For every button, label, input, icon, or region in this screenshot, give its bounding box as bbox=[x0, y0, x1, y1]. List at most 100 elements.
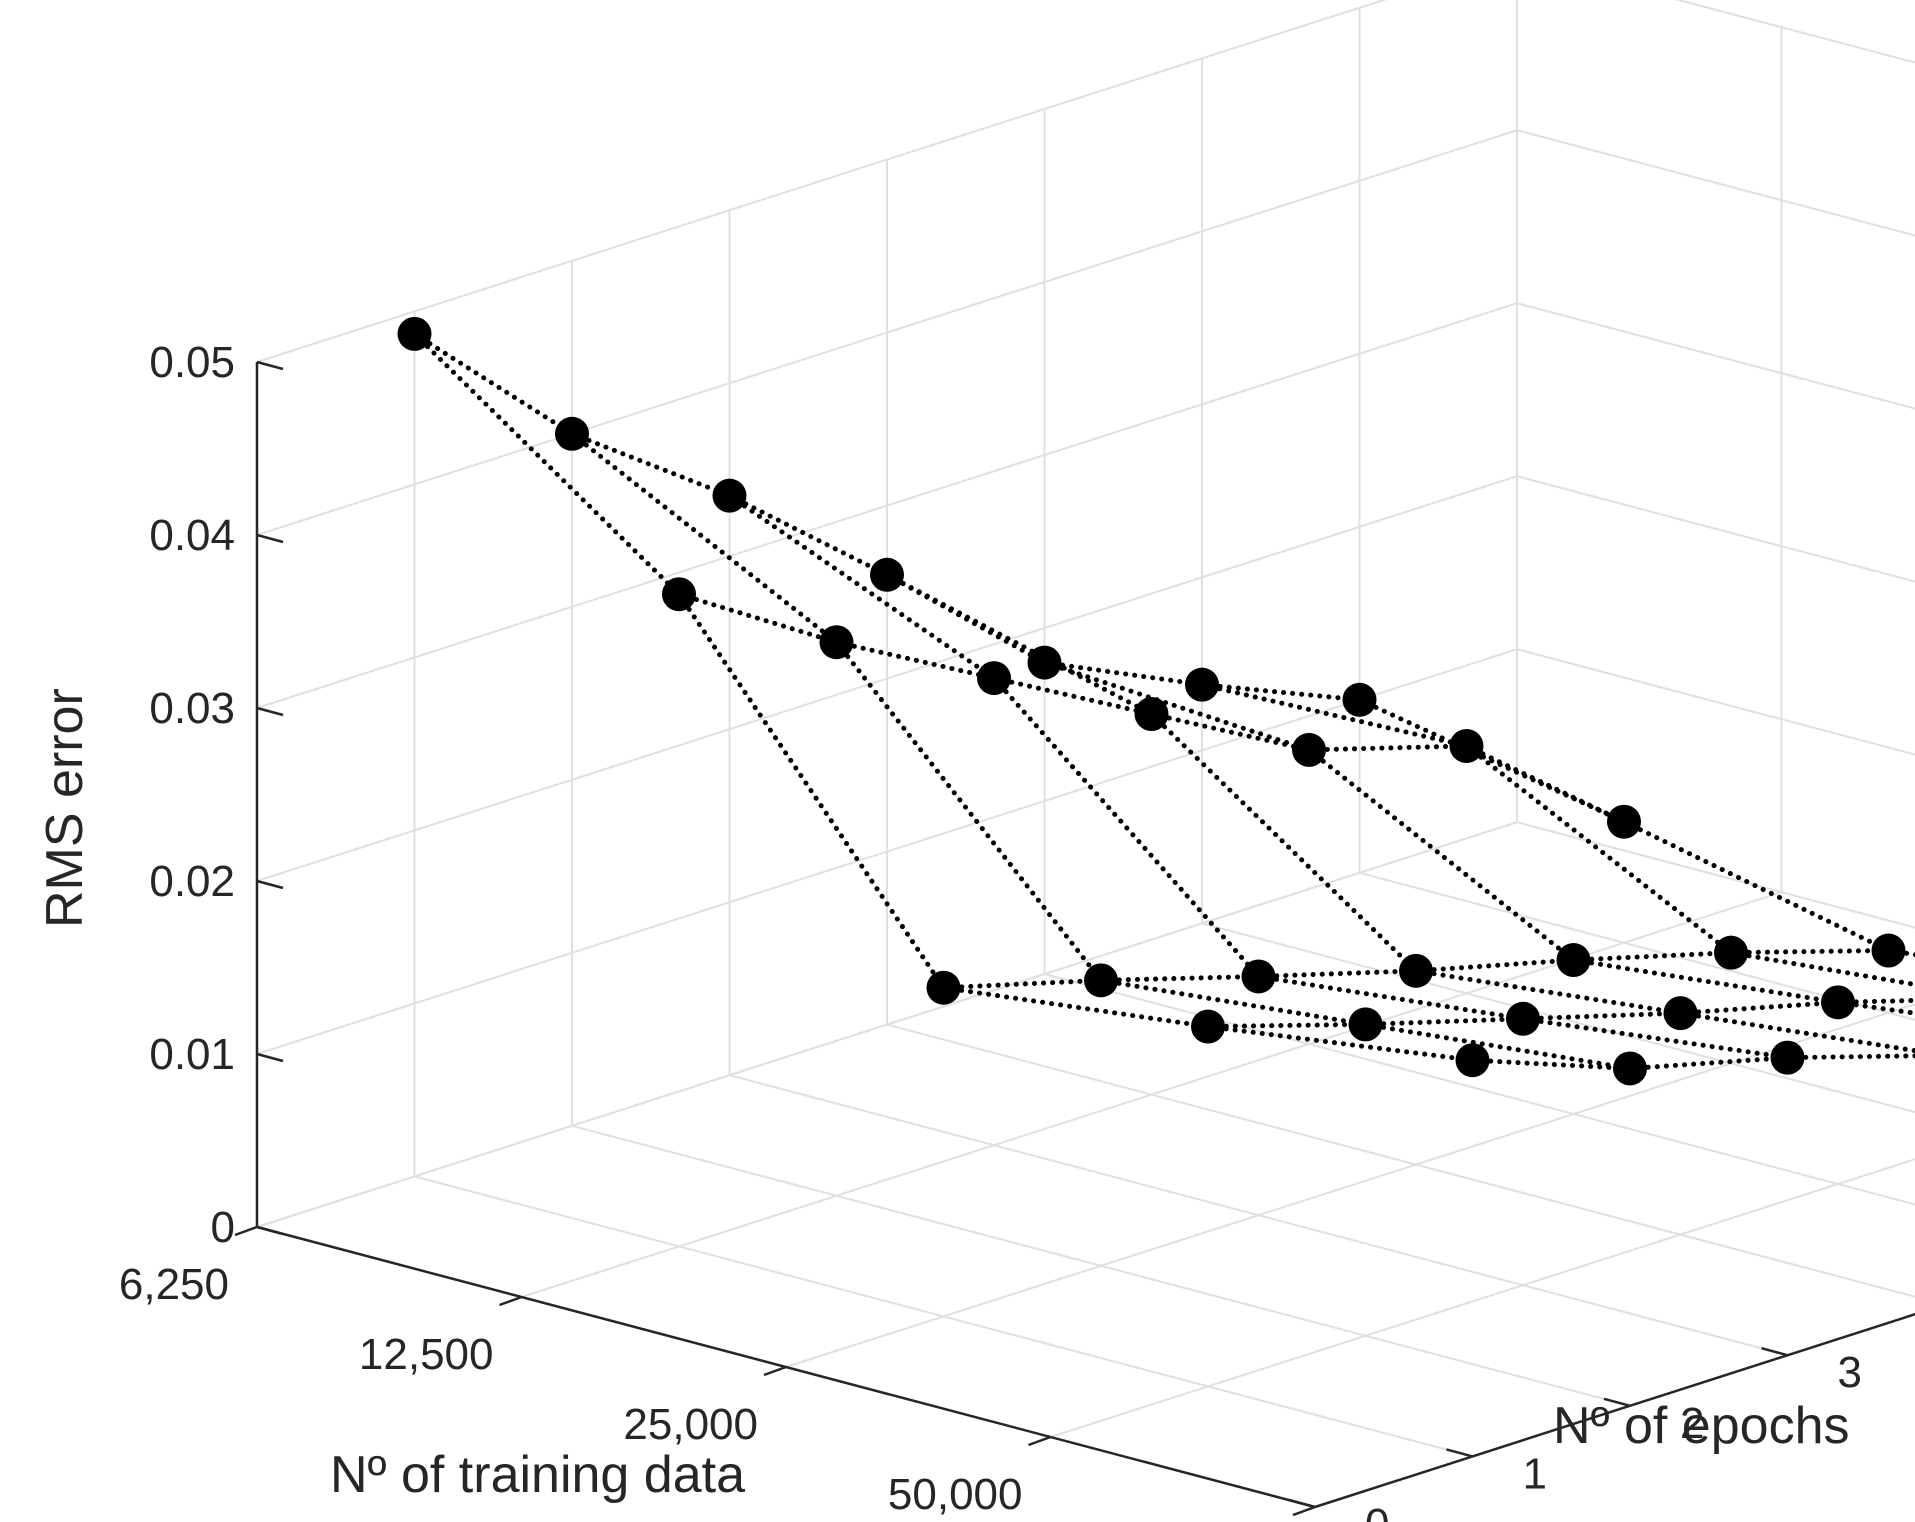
data-point bbox=[1027, 645, 1062, 680]
surface-edge bbox=[1413, 957, 1576, 974]
surface-edge bbox=[1363, 1016, 1526, 1027]
surface-edge bbox=[1363, 1021, 1633, 1071]
data-point bbox=[1556, 943, 1591, 978]
grid-line bbox=[1516, 129, 1915, 237]
surface-edge bbox=[1357, 697, 1627, 825]
grid-line bbox=[886, 1023, 1915, 1298]
x-tick bbox=[763, 1365, 787, 1377]
data-point bbox=[926, 970, 961, 1005]
z-tick bbox=[256, 360, 284, 371]
grid-line bbox=[256, 648, 1518, 1055]
surface-edge bbox=[1520, 1016, 1790, 1061]
data-point bbox=[1241, 959, 1276, 994]
surface-edge bbox=[1728, 950, 1915, 988]
y-tick bbox=[1761, 1346, 1788, 1357]
z-tick-label: 0.04 bbox=[149, 511, 235, 560]
surface-edge bbox=[1785, 1053, 1915, 1061]
z-tick bbox=[256, 706, 284, 717]
surface-edge bbox=[1306, 743, 1469, 753]
surface-edge bbox=[1464, 743, 1734, 956]
data-point bbox=[1449, 729, 1484, 764]
surface-edge bbox=[1149, 711, 1312, 753]
grid-lines bbox=[256, 0, 1915, 1508]
surface-edge bbox=[1256, 968, 1419, 979]
x-axis-label: Nº of training data bbox=[330, 1446, 745, 1504]
y-tick bbox=[1603, 1397, 1631, 1408]
surface-edge bbox=[1627, 1055, 1790, 1071]
surface-edge bbox=[884, 572, 1154, 717]
grid-line bbox=[1516, 821, 1915, 929]
data-point bbox=[1663, 996, 1698, 1031]
surface-edge bbox=[1678, 1010, 1915, 1054]
data-point bbox=[555, 416, 589, 451]
grid-line bbox=[1516, 648, 1915, 756]
z-tick bbox=[256, 879, 284, 890]
data-point bbox=[1342, 682, 1377, 717]
surface-edge bbox=[941, 985, 1211, 1030]
data-point bbox=[397, 316, 432, 351]
x-tick bbox=[1292, 1505, 1316, 1517]
grid-line bbox=[1044, 973, 1915, 1206]
data-point bbox=[1506, 1001, 1540, 1036]
surface-edge bbox=[1205, 1021, 1368, 1030]
surface-edge bbox=[1413, 968, 1683, 1016]
data-point bbox=[1770, 1040, 1805, 1075]
surface-edge bbox=[676, 591, 839, 645]
y-axis-label: Nº of epochs bbox=[1553, 1397, 1850, 1455]
grid-line bbox=[1359, 871, 1915, 1021]
data-point bbox=[1821, 985, 1855, 1020]
data-point bbox=[712, 478, 747, 513]
surface-edge bbox=[676, 591, 946, 991]
surface-edge bbox=[991, 675, 1261, 979]
surface-edge bbox=[412, 331, 682, 597]
surface-edge bbox=[941, 977, 1104, 991]
grid-line bbox=[1050, 1158, 1915, 1438]
data-point bbox=[977, 661, 1011, 696]
y-axis-line bbox=[1314, 1312, 1915, 1509]
z-axis-label: RMS error bbox=[36, 688, 94, 928]
x-tick-label: 25,000 bbox=[623, 1400, 758, 1449]
z-tick-label: 0.05 bbox=[149, 338, 235, 387]
surface-edge bbox=[1470, 1057, 1633, 1071]
data-point bbox=[1399, 953, 1433, 988]
x-tick-label: 12,500 bbox=[359, 1330, 494, 1379]
surface-edge bbox=[1678, 999, 1841, 1016]
y-tick bbox=[1288, 1498, 1316, 1509]
surface-edge bbox=[1256, 973, 1526, 1022]
grid-line bbox=[256, 475, 1518, 882]
data-point bbox=[1185, 667, 1219, 702]
surface-edge bbox=[1098, 973, 1261, 983]
z-tick-label: 0.01 bbox=[149, 1030, 235, 1079]
data-point bbox=[662, 577, 696, 612]
data-point bbox=[1348, 1007, 1383, 1042]
surface-edge bbox=[1149, 711, 1419, 974]
surface-edge bbox=[1835, 997, 1915, 1005]
grid-line bbox=[729, 1074, 1788, 1357]
data-point bbox=[1292, 732, 1326, 767]
z-tick bbox=[256, 1225, 284, 1236]
grid-line bbox=[1516, 302, 1915, 410]
surface-edge bbox=[412, 331, 575, 437]
data-point bbox=[1613, 1051, 1647, 1086]
y-tick-label: 1 bbox=[1523, 1449, 1547, 1498]
x-tick bbox=[1028, 1435, 1051, 1447]
surface-edge bbox=[834, 639, 997, 681]
grid-line bbox=[1516, 475, 1915, 583]
surface-edge bbox=[1042, 660, 1312, 753]
data-point bbox=[1607, 804, 1641, 839]
surface-edge bbox=[727, 493, 890, 578]
grid-line bbox=[414, 1175, 1473, 1458]
axes bbox=[234, 360, 1915, 1517]
surface-edge bbox=[1571, 950, 1734, 963]
y-tick bbox=[1446, 1448, 1473, 1458]
data-point bbox=[1134, 697, 1169, 731]
z-tick-label: 0.03 bbox=[149, 684, 235, 733]
data-point bbox=[1455, 1043, 1490, 1078]
data-point bbox=[1191, 1009, 1225, 1044]
z-tick-label: 0 bbox=[211, 1203, 235, 1252]
surface-edge bbox=[1205, 1024, 1475, 1063]
surface-edge bbox=[727, 493, 997, 681]
surface-edge bbox=[991, 675, 1154, 717]
y-tick-label: 0 bbox=[1365, 1500, 1389, 1522]
